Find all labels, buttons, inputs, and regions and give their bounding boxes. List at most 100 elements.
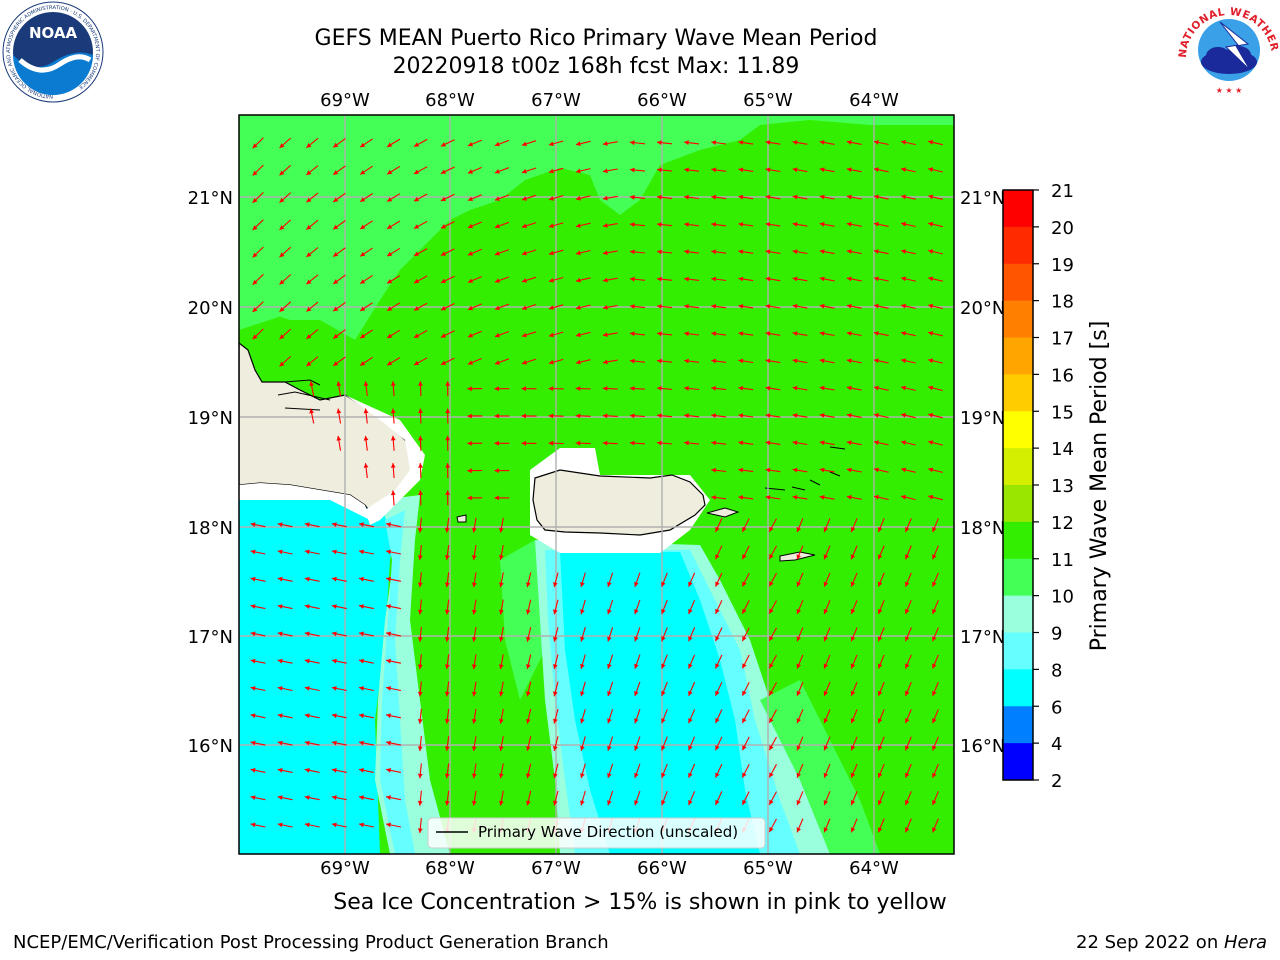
wave-arrow-head	[850, 772, 856, 778]
wave-arrow-head	[769, 581, 774, 587]
wave-arrow-head	[444, 800, 450, 806]
wave-arrow-head	[444, 555, 450, 560]
wave-arrow-head	[738, 194, 744, 200]
wave-arrow-head	[499, 527, 504, 533]
wave-arrow-head	[661, 745, 666, 751]
map-title: GEFS MEAN Puerto Rico Primary Wave Mean …	[314, 26, 878, 51]
wave-arrow-head	[602, 359, 608, 365]
wave-arrow-head	[846, 440, 852, 446]
wave-arrow-head	[796, 581, 801, 587]
wave-arrow-head	[444, 637, 450, 642]
wave-arrow-head	[526, 664, 531, 669]
colorbar-segment	[1003, 374, 1033, 412]
wave-arrow-head	[252, 198, 258, 203]
wave-arrow-head	[932, 554, 937, 560]
wave-arrow-head	[359, 795, 364, 800]
wave-arrow-head	[684, 413, 689, 419]
wave-arrow-head	[796, 800, 801, 806]
wave-arrow-head	[819, 194, 825, 200]
wave-arrow-head	[580, 691, 585, 697]
wave-arrow-head	[306, 197, 312, 203]
wave-arrow-head	[607, 636, 612, 642]
wave-arrow-head	[386, 604, 391, 609]
wave-arrow-head	[575, 250, 581, 256]
wave-arrow-head	[905, 527, 910, 533]
lat-label-right: 17°N	[960, 627, 1005, 648]
wave-arrow-head	[414, 169, 420, 174]
wave-arrow-head	[417, 664, 423, 670]
wave-arrow-head	[553, 582, 558, 588]
wave-arrow-head	[304, 522, 310, 527]
wave-arrow-head	[901, 276, 906, 282]
wave-arrow-head	[905, 800, 910, 806]
wave-arrow-head	[629, 358, 635, 364]
wave-arrow-head	[575, 141, 581, 146]
wave-arrow-head	[553, 718, 558, 724]
footer-branch: NCEP/EMC/Verification Post Processing Pr…	[13, 932, 609, 953]
lon-label-bottom: 64°W	[849, 858, 899, 879]
wave-arrow-head	[548, 168, 554, 174]
wave-arrow-head	[331, 713, 337, 719]
wave-arrow-head	[765, 413, 771, 418]
wave-arrow-head	[499, 555, 504, 560]
wave-arrow-head	[877, 554, 883, 560]
wave-arrow-head	[634, 581, 639, 587]
wave-arrow-head	[526, 800, 531, 806]
wave-arrow-head	[499, 691, 504, 697]
wave-arrow-head	[684, 249, 689, 255]
wave-arrow-head	[521, 223, 527, 229]
wave-arrow-head	[418, 435, 423, 441]
wave-arrow-head	[499, 636, 504, 642]
wave-arrow-head	[715, 608, 720, 614]
wave-arrow-head	[684, 386, 689, 391]
wave-arrow-head	[850, 800, 856, 806]
wave-arrow-head	[905, 745, 910, 751]
wave-arrow-head	[279, 252, 285, 258]
lat-labels-left: 21°N 20°N 19°N 18°N 17°N 16°N	[188, 188, 233, 757]
wave-arrow-head	[850, 636, 856, 642]
wave-arrow-head	[602, 141, 608, 146]
nws-logo: NATIONAL WEATHER SERVICE ★ ★ ★	[1178, 0, 1280, 96]
wave-arrow-head	[765, 331, 771, 336]
wave-arrow-head	[932, 718, 937, 724]
wave-arrow-head	[336, 435, 342, 441]
wave-arrow-head	[386, 795, 391, 800]
wave-arrow-head	[548, 141, 554, 147]
wave-arrow-head	[440, 224, 446, 229]
wave-arrow-head	[661, 772, 666, 778]
wave-arrow-head	[333, 279, 339, 284]
wave-arrow-head	[580, 745, 585, 751]
wave-arrow-head	[387, 197, 393, 202]
colorbar-segment	[1003, 337, 1033, 375]
wave-arrow-head	[742, 772, 747, 778]
wave-arrow-head	[769, 745, 774, 751]
colorbar-segment	[1003, 485, 1033, 523]
wave-arrow-head	[467, 333, 473, 338]
wave-arrow-head	[252, 170, 258, 176]
wave-arrow-head	[553, 609, 558, 615]
wave-arrow-head	[526, 691, 531, 697]
wave-arrow-head	[304, 604, 310, 609]
wave-arrow-head	[250, 795, 256, 800]
wave-arrow-head	[823, 718, 829, 724]
wave-arrow-head	[444, 527, 450, 533]
wave-arrow-head	[414, 278, 420, 284]
wave-arrow-head	[765, 140, 771, 145]
wave-arrow-head	[471, 773, 477, 779]
wave-arrow-head	[445, 408, 451, 413]
wave-arrow-head	[769, 772, 774, 778]
lon-label-bottom: 69°W	[320, 858, 370, 879]
lon-label-bottom: 66°W	[637, 858, 687, 879]
sea-ice-note: Sea Ice Concentration > 15% is shown in …	[333, 890, 947, 915]
wave-arrow-head	[846, 222, 852, 227]
wave-arrow-head	[928, 221, 934, 227]
wave-arrow-head	[928, 249, 934, 254]
wave-arrow-head	[688, 581, 693, 587]
wave-arrow-head	[548, 223, 554, 228]
wave-arrow-head	[360, 251, 366, 257]
lat-labels-right: 21°N 20°N 19°N 18°N 17°N 16°N	[960, 188, 1005, 757]
wave-arrow-head	[792, 331, 798, 336]
wave-arrow-head	[602, 305, 608, 310]
wave-arrow-head	[417, 800, 423, 806]
wave-arrow-head	[928, 140, 934, 145]
